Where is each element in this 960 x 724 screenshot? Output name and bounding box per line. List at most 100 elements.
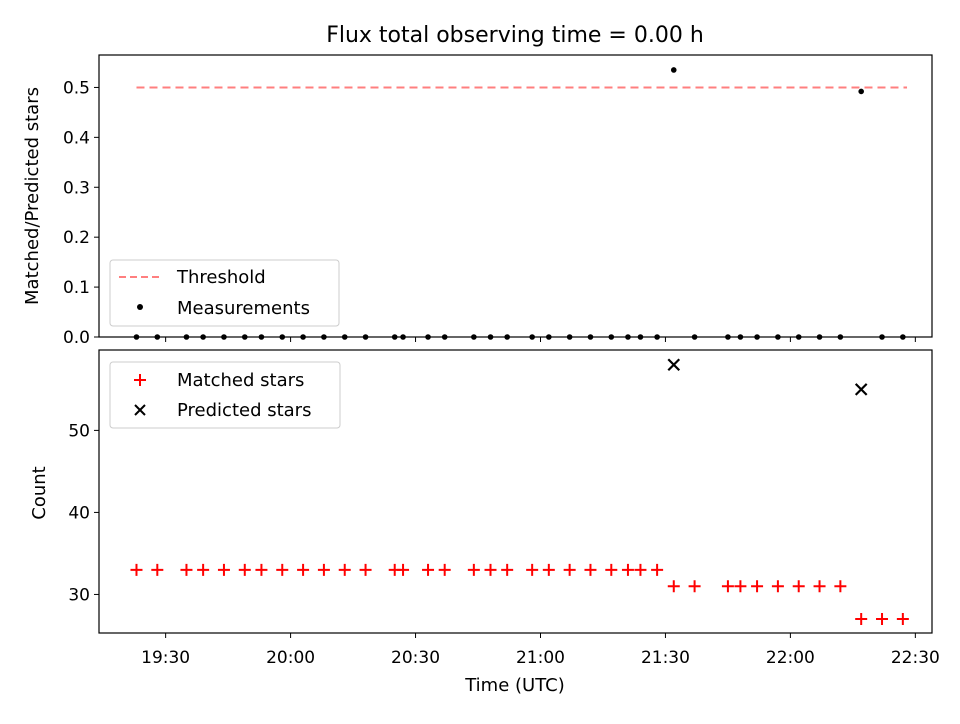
- chart-title: Flux total observing time = 0.00 h: [326, 23, 704, 48]
- count-y-axis-label: Count: [29, 466, 50, 519]
- legend-predicted-swatch: [134, 404, 146, 416]
- legend-measurements-swatch: [137, 304, 143, 310]
- count-x-tick-label: 19:30: [141, 648, 190, 668]
- matched-star-point: [813, 580, 826, 593]
- measurement-point: [566, 334, 573, 340]
- matched-star-point: [276, 563, 289, 576]
- measurement-point: [471, 334, 477, 340]
- measurement-point: [587, 334, 594, 340]
- ratio-marks: [133, 67, 908, 340]
- measurement-point: [637, 334, 644, 340]
- matched-star-point: [542, 563, 555, 576]
- ratio-y-tick-label: 0.1: [63, 278, 90, 298]
- ratio-y-tick-label: 0.3: [63, 178, 90, 198]
- measurement-point: [529, 334, 535, 340]
- matched-star-point: [605, 563, 618, 576]
- ratio-y-tick-label: 0.0: [63, 328, 90, 348]
- count-x-tick-label: 21:30: [641, 648, 690, 668]
- ratio-y-tick-label: 0.2: [63, 228, 90, 248]
- ratio-y-tick-label: 0.5: [63, 78, 90, 98]
- measurement-point: [837, 334, 844, 340]
- count-panel: 30 40 50 19:30 20:00 20:30 21:00 21:30 22:00 22:…: [29, 349, 940, 696]
- predicted-star-point: [854, 383, 868, 396]
- measurement-point: [725, 334, 731, 340]
- matched-star-point: [151, 563, 164, 576]
- measurement-point: [487, 334, 494, 340]
- measurement-point: [362, 334, 369, 340]
- matched-star-point: [180, 563, 193, 576]
- measurement-point: [154, 334, 161, 340]
- ratio-legend: Threshold Measurements: [109, 259, 340, 327]
- matched-star-point: [855, 613, 868, 626]
- ratio-panel-frame: [98, 54, 933, 338]
- count-x-tick-label: 22:00: [766, 648, 815, 668]
- measurement-point: [754, 334, 760, 340]
- matched-star-point: [667, 580, 680, 593]
- matched-star-point: [238, 563, 251, 576]
- measurement-point: [775, 334, 781, 340]
- ratio-y-axis: 0.0 0.1 0.2 0.3 0.4 0.5: [63, 78, 99, 348]
- measurement-point: [546, 334, 552, 340]
- measurement-point: [816, 334, 823, 340]
- measurement-point: [670, 67, 677, 73]
- matched-star-point: [484, 563, 497, 576]
- measurement-point: [133, 334, 140, 340]
- matched-star-point: [217, 563, 230, 576]
- count-marks: [130, 358, 909, 626]
- measurement-point: [400, 334, 406, 340]
- matched-star-point: [751, 580, 764, 593]
- matched-star-point: [792, 580, 805, 593]
- matched-star-point: [359, 563, 372, 576]
- matched-star-point: [130, 563, 143, 576]
- matched-star-point: [197, 563, 210, 576]
- matched-star-point: [501, 563, 514, 576]
- measurement-point: [425, 334, 431, 340]
- measurement-point: [654, 334, 660, 340]
- ratio-y-axis-label: Matched/Predicted stars: [22, 87, 43, 305]
- matched-star-point: [563, 563, 576, 576]
- measurement-point: [504, 334, 510, 340]
- legend-predicted-label: Predicted stars: [177, 400, 311, 421]
- matched-star-point: [422, 563, 435, 576]
- matched-star-point: [297, 563, 310, 576]
- measurement-point: [900, 334, 906, 340]
- measurement-point: [608, 334, 615, 340]
- measurement-point: [321, 334, 327, 340]
- measurement-point: [183, 334, 190, 340]
- matched-star-point: [438, 563, 451, 576]
- count-x-tick-label: 20:30: [391, 648, 440, 668]
- measurement-point: [279, 334, 286, 340]
- count-x-tick-label: 20:00: [266, 648, 315, 668]
- count-y-tick-label: 40: [68, 503, 90, 523]
- legend-matched-label: Matched stars: [177, 370, 304, 391]
- measurement-point: [625, 334, 631, 340]
- matched-star-point: [634, 563, 647, 576]
- ratio-y-tick-label: 0.4: [63, 128, 90, 148]
- measurement-point: [795, 334, 802, 340]
- matched-star-point: [734, 580, 747, 593]
- legend-matched-swatch: [134, 374, 146, 386]
- matched-star-point: [834, 580, 847, 593]
- matched-star-point: [467, 563, 480, 576]
- measurement-point: [858, 88, 864, 95]
- count-panel-frame: [98, 349, 933, 634]
- count-x-axis: 19:30 20:00 20:30 21:00 21:30 22:00 22:30: [141, 633, 940, 668]
- matched-star-point: [526, 563, 539, 576]
- count-x-tick-label: 21:00: [516, 648, 565, 668]
- matched-star-point: [317, 563, 330, 576]
- count-legend: Matched stars Predicted stars: [109, 361, 341, 429]
- count-x-axis-label: Time (UTC): [464, 675, 565, 696]
- measurement-point: [737, 334, 744, 340]
- matched-star-point: [584, 563, 597, 576]
- measurement-point: [691, 334, 698, 340]
- matched-star-point: [688, 580, 701, 593]
- matched-star-point: [896, 613, 909, 626]
- ratio-legend-box: [109, 259, 340, 327]
- ratio-panel: 0.0 0.1 0.2 0.3 0.4 0.5 Matched/Predicted sta…: [22, 54, 933, 348]
- measurement-point: [341, 334, 348, 340]
- measurement-point: [221, 334, 227, 340]
- matched-star-point: [876, 613, 889, 626]
- count-x-tick-label: 22:30: [891, 648, 940, 668]
- ratio-x-axis: [165, 337, 916, 342]
